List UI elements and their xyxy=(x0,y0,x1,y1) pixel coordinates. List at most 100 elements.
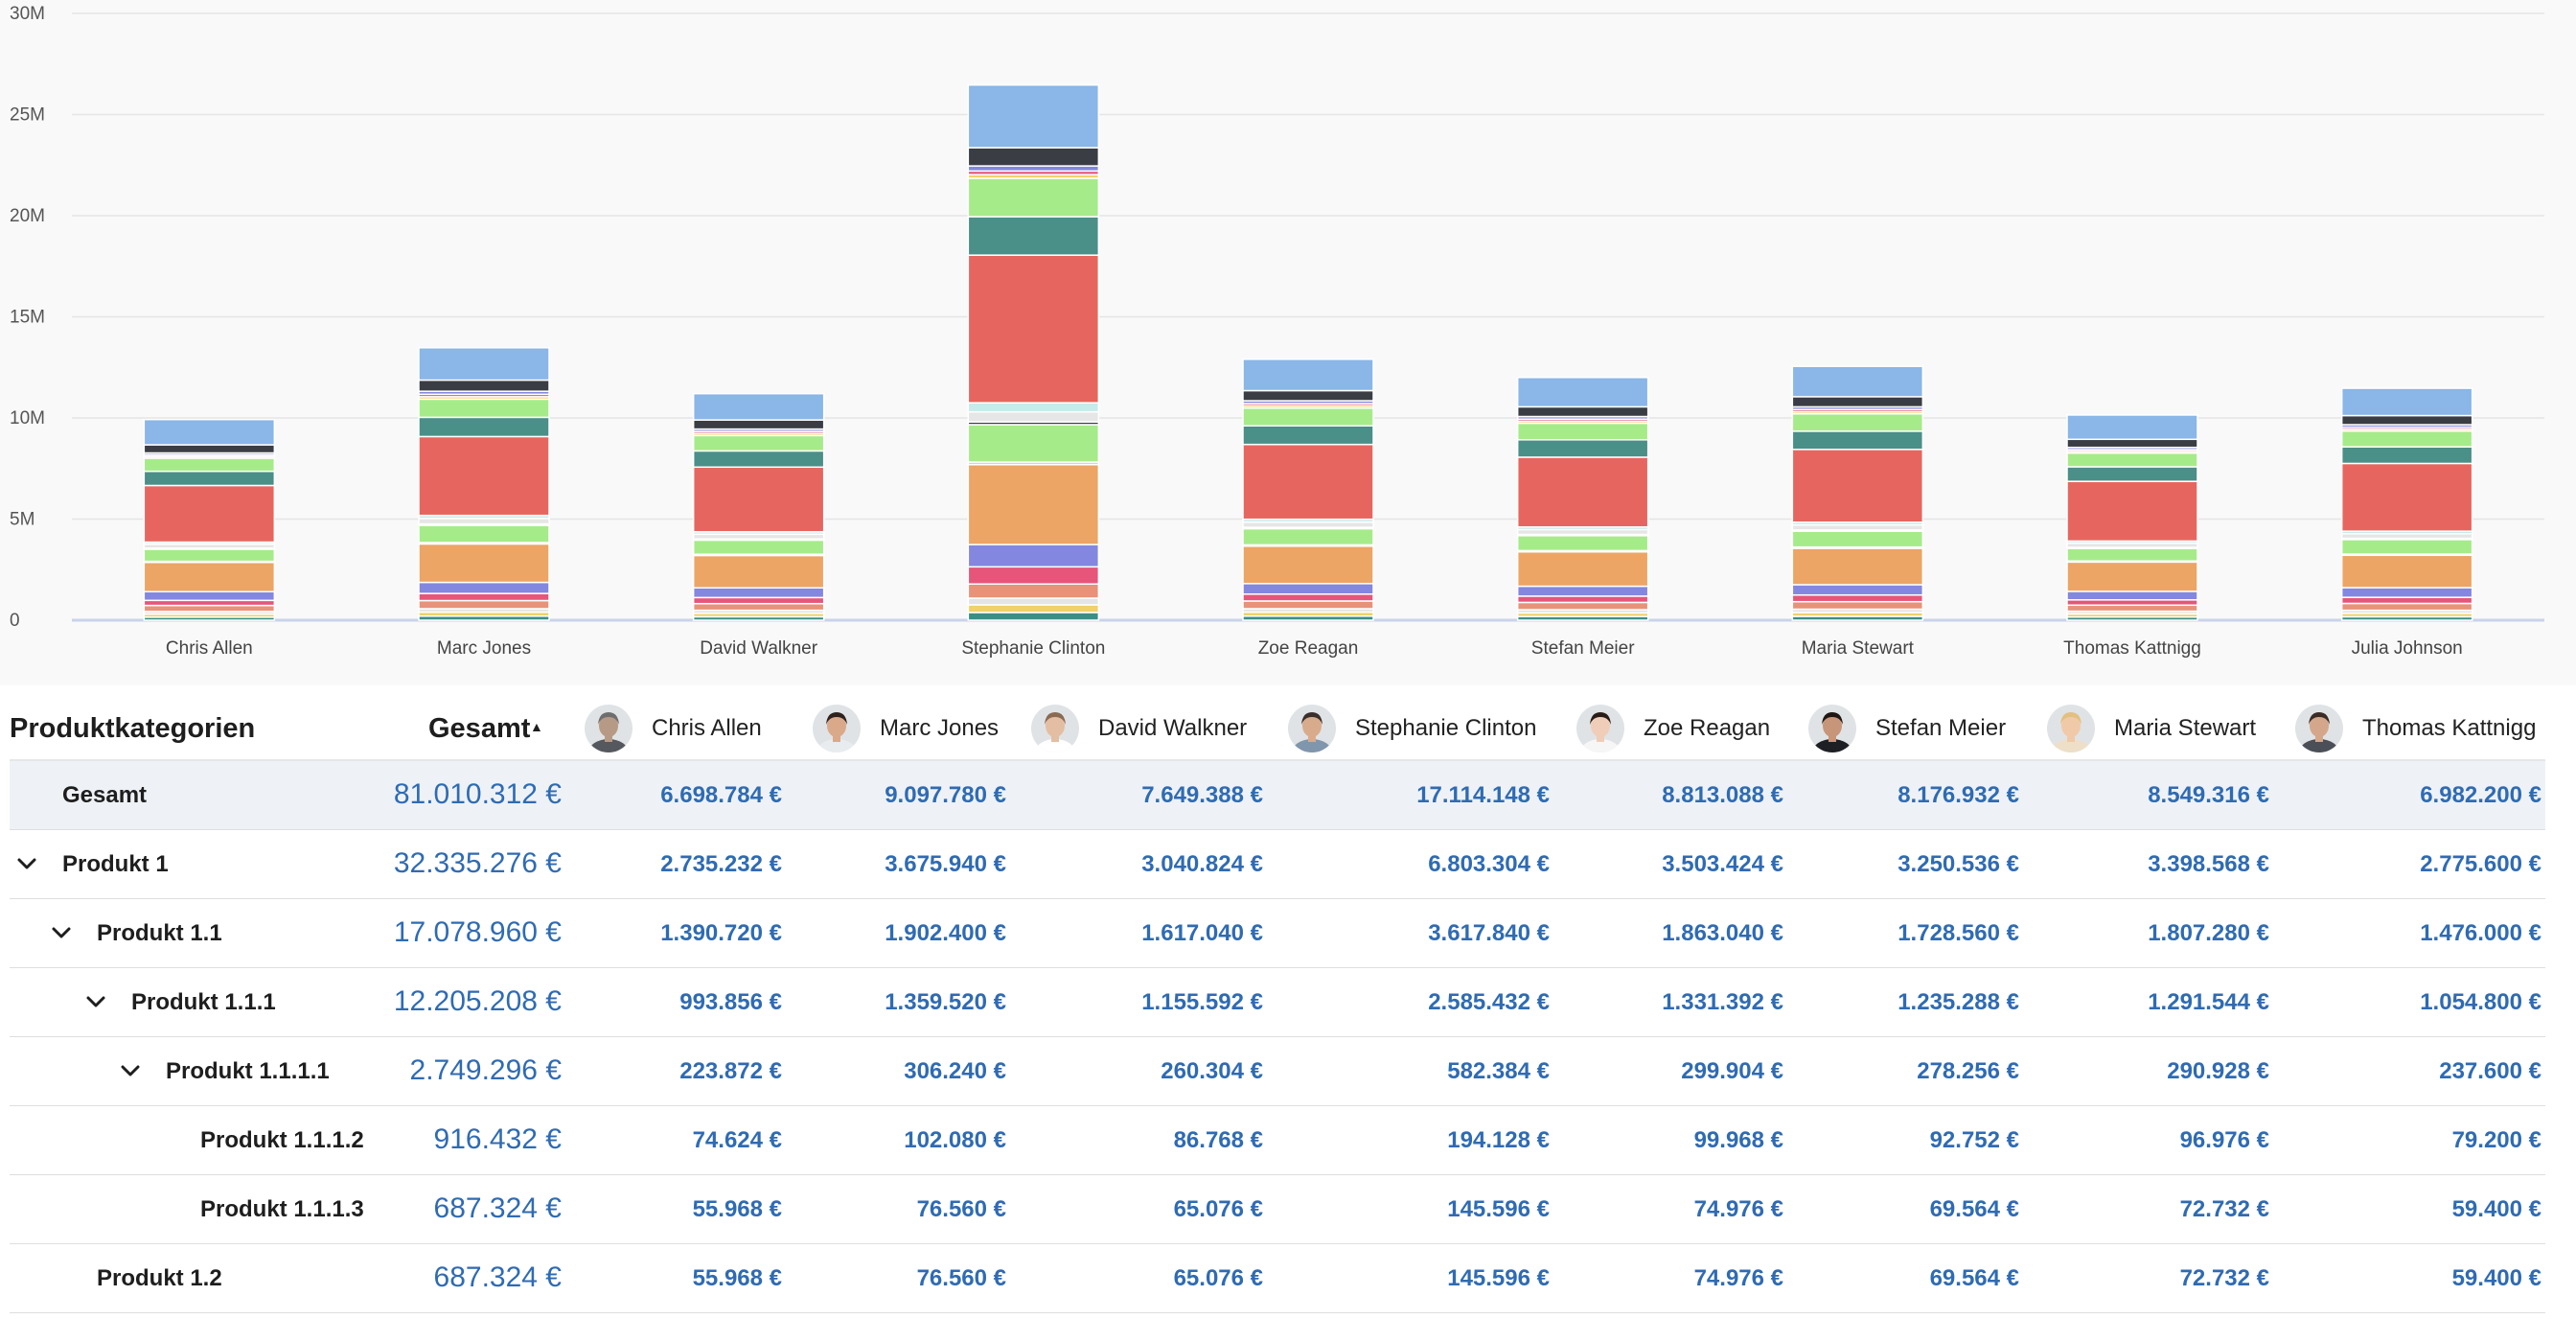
bar-segment xyxy=(1242,443,1374,521)
bar-segment xyxy=(967,254,1100,404)
bar-segment xyxy=(1516,550,1649,588)
row-label: Gesamt xyxy=(62,782,148,808)
table-row: Produkt 1.1.1.2 916.432 € 74.624 € 102.080 … xyxy=(10,1106,2545,1175)
table-header: Produktkategorien Gesamt ▲ Chris Allen Ma… xyxy=(10,698,2545,761)
bar-segment xyxy=(692,419,825,430)
x-tick-label: Marc Jones xyxy=(437,638,531,659)
table-row[interactable]: Produkt 1.1 17.078.960 € 1.390.720 € 1.902.… xyxy=(10,899,2545,968)
cell-value: 194.128 € xyxy=(1447,1127,1550,1153)
cell-value: 102.080 € xyxy=(904,1127,1006,1153)
chevron-down-icon[interactable] xyxy=(118,1058,143,1083)
cell-value: 582.384 € xyxy=(1447,1058,1550,1084)
x-tick-label: Julia Johnson xyxy=(2352,638,2463,659)
cell-value: 1.728.560 € xyxy=(1898,920,2019,946)
cell-value: 1.902.400 € xyxy=(885,920,1006,946)
column-header-person[interactable]: Marc Jones xyxy=(813,704,999,753)
bar-segment xyxy=(1791,584,1924,596)
cell-value: 72.732 € xyxy=(2179,1265,2269,1291)
table-row[interactable]: Produkt 1.1.1 12.205.208 € 993.856 € 1.359.… xyxy=(10,968,2545,1037)
cell-value: 79.200 € xyxy=(2451,1127,2542,1153)
x-tick-label: Maria Stewart xyxy=(1802,638,1915,659)
chevron-down-icon[interactable] xyxy=(14,851,39,876)
bar-segment xyxy=(2340,596,2473,605)
cell-value: 278.256 € xyxy=(1917,1058,2019,1084)
column-header-person[interactable]: Stephanie Clinton xyxy=(1288,704,1536,753)
row-total-value: 687.324 € xyxy=(433,1192,562,1224)
cell-value: 993.856 € xyxy=(679,989,782,1015)
column-header-person[interactable]: David Walkner xyxy=(1031,704,1247,753)
cell-value: 74.976 € xyxy=(1693,1265,1783,1291)
cell-value: 1.359.520 € xyxy=(885,989,1006,1015)
cell-value: 306.240 € xyxy=(904,1058,1006,1084)
person-name: David Walkner xyxy=(1098,715,1248,741)
column-header-person[interactable]: Thomas Kattnigg xyxy=(2295,704,2536,753)
bar-segment xyxy=(2340,539,2473,555)
column-header-person[interactable]: Zoe Reagan xyxy=(1576,704,1770,753)
bar-segment xyxy=(418,518,550,525)
bar-segment xyxy=(967,544,1100,568)
cell-value: 9.097.780 € xyxy=(885,782,1006,808)
column-header-categories[interactable]: Produktkategorien xyxy=(10,713,256,744)
bar-segment xyxy=(2066,466,2198,482)
table-row[interactable]: Produkt 1.1.1.1 2.749.296 € 223.872 € 306.2… xyxy=(10,1037,2545,1106)
bar-segment xyxy=(143,457,276,473)
y-tick-label: 10M xyxy=(10,408,45,428)
cell-value: 1.390.720 € xyxy=(660,920,782,946)
bar-segment xyxy=(967,177,1100,218)
bar-segment xyxy=(2340,429,2473,448)
table-row[interactable]: Produkt 1 32.335.276 € 2.735.232 € 3.675.94… xyxy=(10,830,2545,899)
bar-segment xyxy=(2066,547,2198,562)
cell-value: 145.596 € xyxy=(1447,1196,1550,1222)
bar-segment xyxy=(1791,600,1924,611)
bar-segment xyxy=(1516,405,1649,418)
bar-segment xyxy=(1791,430,1924,451)
x-tick-label: Stefan Meier xyxy=(1531,638,1635,659)
bar-segment xyxy=(1242,583,1374,595)
column-header-person[interactable]: Maria Stewart xyxy=(2047,704,2256,753)
row-total-value: 32.335.276 € xyxy=(393,847,562,879)
cell-value: 86.768 € xyxy=(1173,1127,1263,1153)
column-header-total[interactable]: Gesamt xyxy=(428,713,531,744)
bar-segment xyxy=(967,410,1100,423)
bar-segment xyxy=(2066,590,2198,601)
cell-value: 1.235.288 € xyxy=(1898,989,2019,1015)
bar-segment xyxy=(2340,462,2473,532)
column-header-person[interactable]: Chris Allen xyxy=(585,704,762,753)
bar-segment xyxy=(143,590,276,602)
cell-value: 1.807.280 € xyxy=(2148,920,2269,946)
row-label: Produkt 1.1.1.1 xyxy=(166,1058,330,1084)
bar-segment xyxy=(2066,561,2198,592)
column-header-person[interactable]: Stefan Meier xyxy=(1808,704,2006,753)
bar-segment xyxy=(692,596,825,605)
row-label: Produkt 1.1.1.2 xyxy=(200,1127,364,1153)
bar-segment xyxy=(1516,528,1649,536)
bar-segment xyxy=(2066,438,2198,449)
cell-value: 299.904 € xyxy=(1681,1058,1783,1084)
bar-segment xyxy=(692,554,825,589)
cell-value: 237.600 € xyxy=(2439,1058,2542,1084)
cell-value: 1.291.544 € xyxy=(2148,989,2269,1015)
y-tick-label: 15M xyxy=(10,308,45,328)
chevron-down-icon[interactable] xyxy=(49,920,74,945)
bar-segment xyxy=(692,466,825,533)
cell-value: 3.503.424 € xyxy=(1662,851,1783,877)
bar-segment xyxy=(418,543,550,584)
cell-value: 92.752 € xyxy=(1929,1127,2019,1153)
bar-segment xyxy=(1791,593,1924,603)
chevron-down-icon[interactable] xyxy=(83,989,108,1014)
bar-segment xyxy=(1516,422,1649,441)
bar-segment xyxy=(2340,387,2473,417)
person-name: Maria Stewart xyxy=(2114,715,2257,741)
sort-ascending-icon[interactable]: ▲ xyxy=(530,719,543,734)
cell-value: 59.400 € xyxy=(2451,1265,2542,1291)
stacked-bar-chart-panel: 0 5M 10M 15M 20M 25M 30M Chris Allen Marc Jones D… xyxy=(10,4,2544,659)
bar-segment xyxy=(143,470,276,487)
avatar-photo-stephanie-clinton xyxy=(1288,705,1336,752)
cell-value: 69.564 € xyxy=(1929,1196,2019,1222)
bar-segment xyxy=(1516,601,1649,611)
cell-value: 8.176.932 € xyxy=(1898,782,2019,808)
table-body: Gesamt 81.010.312 € 6.698.784 € 9.097.780 €… xyxy=(10,761,2545,1313)
avatar-photo-chris-allen xyxy=(585,705,632,752)
bar-segment xyxy=(143,444,276,454)
bar-segment xyxy=(1516,377,1649,408)
